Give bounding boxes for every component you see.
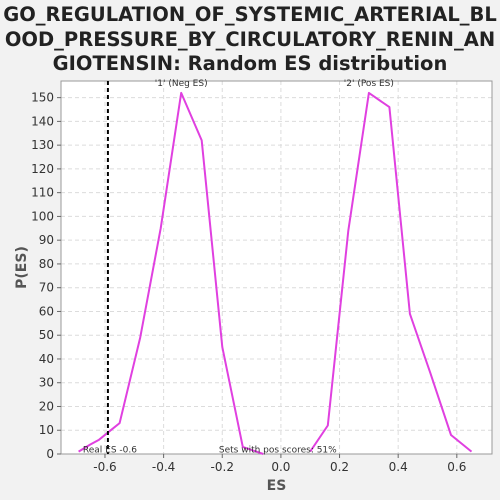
y-tick-label: 110 <box>31 186 54 200</box>
title-line-2: OOD_PRESSURE_BY_CIRCULATORY_RENIN_AN <box>4 27 496 51</box>
y-tick-label: 30 <box>39 376 54 390</box>
y-tick-label: 140 <box>31 114 54 128</box>
series-line-1 <box>78 91 264 455</box>
plot-area <box>61 81 492 454</box>
x-tick-label: 0.0 <box>271 460 290 474</box>
series-label-1: '1' (Neg ES) <box>155 79 208 89</box>
x-tick-label: -0.4 <box>152 460 175 474</box>
y-tick-label: 80 <box>39 257 54 271</box>
y-tick-label: 100 <box>31 209 54 223</box>
real-es-label: Real ES -0.6 <box>83 446 137 456</box>
y-tick-label: 20 <box>39 399 54 413</box>
y-tick-label: 130 <box>31 138 54 152</box>
y-tick-label: 40 <box>39 352 54 366</box>
x-tick-label: 0.2 <box>330 460 349 474</box>
x-tick-label: 0.4 <box>389 460 408 474</box>
series-label-2: '2' (Pos ES) <box>344 79 394 89</box>
x-tick-label: -0.2 <box>211 460 234 474</box>
y-tick-label: 60 <box>39 304 54 318</box>
x-tick-label: -0.6 <box>93 460 116 474</box>
x-axis-label: ES <box>267 478 287 494</box>
pos-scores-annotation: Sets with pos scores: 51% <box>219 446 337 456</box>
grid-lines <box>61 81 492 455</box>
labels: ES P(ES) '1' (Neg ES) '2' (Pos ES) Real ES -… <box>14 79 394 494</box>
y-tick-label: 0 <box>46 447 54 461</box>
series-lines <box>78 91 473 455</box>
y-tick-label: 10 <box>39 423 54 437</box>
y-axis-label: P(ES) <box>14 246 30 289</box>
plot-border <box>60 80 493 455</box>
chart-title: GO_REGULATION_OF_SYSTEMIC_ARTERIAL_BL OO… <box>0 3 500 77</box>
x-tick-label: 0.6 <box>447 460 466 474</box>
y-tick-label: 50 <box>39 328 54 342</box>
title-line-3: GIOTENSIN: Random ES distribution <box>52 52 448 75</box>
title-line-1: GO_REGULATION_OF_SYSTEMIC_ARTERIAL_BL <box>3 3 497 26</box>
y-tick-label: 150 <box>31 91 54 105</box>
axes: 0 10 20 30 40 50 60 70 80 90 100 110 120 130 140 150 -0.… <box>31 80 493 474</box>
y-tick-label: 120 <box>31 162 54 176</box>
series-line-2 <box>309 91 473 453</box>
y-tick-label: 90 <box>39 233 54 247</box>
y-tick-label: 70 <box>39 281 54 295</box>
